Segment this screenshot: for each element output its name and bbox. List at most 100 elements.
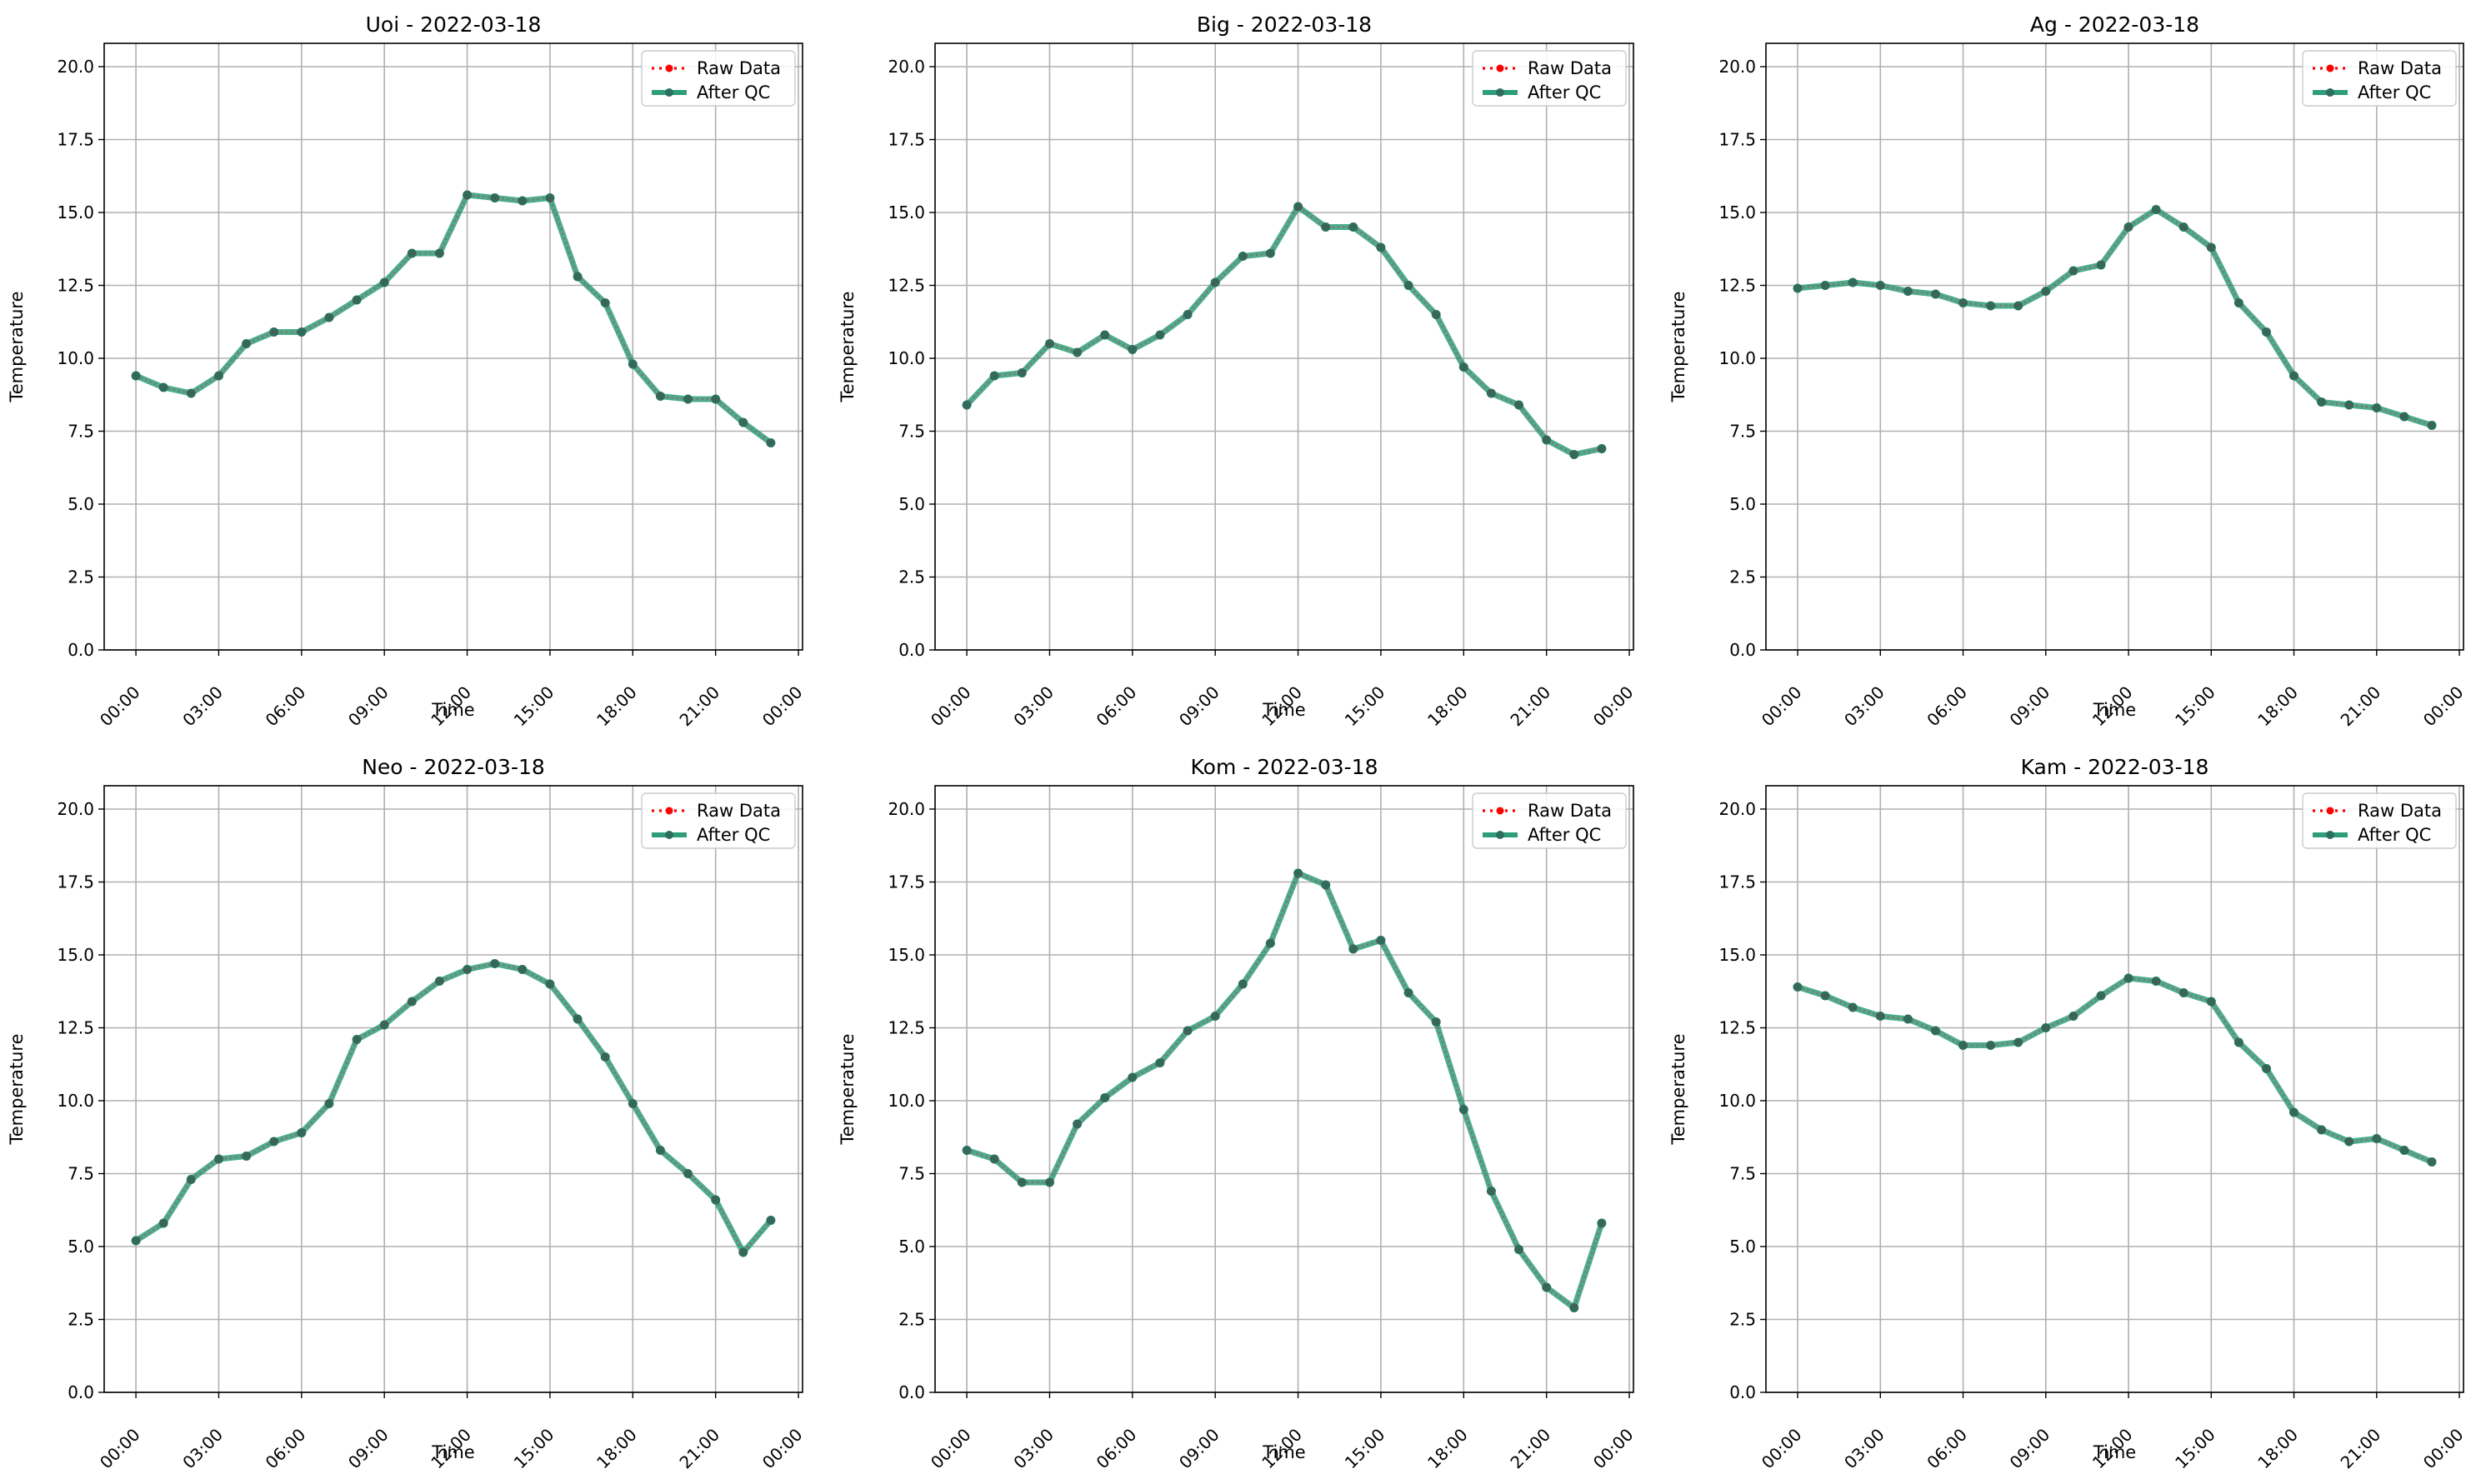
raw-data-point xyxy=(2209,245,2213,250)
x-tick-label: 18:00 xyxy=(2253,682,2302,731)
raw-data-point xyxy=(2043,1026,2048,1030)
raw-data-point xyxy=(1296,204,1300,209)
x-tick-label: 00:00 xyxy=(2419,1425,2468,1473)
y-tick-label: 17.5 xyxy=(57,130,94,150)
subplot-kom: 00:00 03:00 06:00 09:00 12:00 15:00 18:00 21:00… xyxy=(838,755,1638,1472)
after-qc-line xyxy=(134,961,773,1256)
raw-data-point xyxy=(1517,1247,1521,1252)
subplot-kam: 00:00 03:00 06:00 09:00 12:00 15:00 18:00 21:00… xyxy=(1668,755,2468,1472)
raw-data-point xyxy=(1599,1221,1604,1226)
raw-data-point xyxy=(383,1022,387,1027)
raw-data-point xyxy=(548,196,553,200)
raw-data-point xyxy=(2098,262,2103,267)
series-after-qc xyxy=(131,959,776,1257)
raw-data-point xyxy=(2153,207,2158,212)
axes-frame xyxy=(934,42,1634,651)
y-tick-label: 5.0 xyxy=(1729,494,1756,514)
y-axis-label: Temperature xyxy=(7,1033,27,1145)
raw-data-point xyxy=(2071,268,2076,273)
grid xyxy=(1766,786,2463,1393)
y-axis-label: Temperature xyxy=(1668,291,1688,402)
x-tick-label: 06:00 xyxy=(1093,1425,1141,1473)
raw-data-point xyxy=(1906,289,1910,293)
raw-data-point xyxy=(2264,330,2268,334)
raw-data-point xyxy=(2043,289,2048,293)
x-axis-label: Time xyxy=(2093,700,2136,720)
x-tick-label: 06:00 xyxy=(1923,682,1971,731)
y-tick-label: 20.0 xyxy=(57,57,94,77)
y-tick-label: 0.0 xyxy=(1729,1382,1756,1402)
raw-data-point xyxy=(465,967,469,972)
y-axis-label: Temperature xyxy=(838,291,858,402)
legend-after-qc-label: After QC xyxy=(1528,825,1601,845)
raw-data-point xyxy=(575,274,580,279)
x-tick-label: 00:00 xyxy=(927,682,975,731)
legend-after-qc-marker xyxy=(2326,88,2334,97)
legend-raw-label: Raw Data xyxy=(1528,58,1612,78)
raw-data-line xyxy=(135,962,772,1255)
y-tick-label: 10.0 xyxy=(57,1091,94,1111)
raw-data-point xyxy=(1378,245,1383,250)
y-tick-label: 10.0 xyxy=(57,348,94,368)
raw-data-point xyxy=(1988,1043,1993,1047)
chart-title: Uoi - 2022-03-18 xyxy=(366,12,542,37)
raw-data-point xyxy=(244,342,248,346)
y-axis-label: Temperature xyxy=(838,1033,858,1145)
raw-data-point xyxy=(1048,1180,1052,1185)
series-raw-data xyxy=(964,204,1604,457)
raw-data-point xyxy=(217,1157,221,1162)
raw-data-point xyxy=(2292,1110,2296,1115)
x-tick-label: 03:00 xyxy=(1840,1425,1888,1473)
raw-data-point xyxy=(1462,365,1466,369)
raw-data-point xyxy=(1130,1075,1135,1080)
chart-title: Kam - 2022-03-18 xyxy=(2021,755,2209,779)
raw-data-point xyxy=(964,1148,969,1152)
y-axis-label: Temperature xyxy=(1668,1033,1688,1145)
raw-data-point xyxy=(1878,1014,1883,1018)
chart-title: Neo - 2022-03-18 xyxy=(362,755,545,779)
series-after-qc xyxy=(1793,205,2437,430)
raw-data-point xyxy=(410,999,414,1004)
legend-after-qc-label: After QC xyxy=(697,825,770,845)
x-axis-label: Time xyxy=(2093,1442,2136,1462)
legend-raw-label: Raw Data xyxy=(1528,801,1612,821)
y-tick-label: 20.0 xyxy=(888,799,925,819)
y-tick-label: 5.0 xyxy=(1729,1237,1756,1257)
raw-data-point xyxy=(1268,941,1273,946)
legend-after-qc-marker xyxy=(665,831,673,839)
raw-data-point xyxy=(272,1139,276,1144)
x-tick-label: 00:00 xyxy=(2419,682,2468,731)
x-tick-label: 18:00 xyxy=(593,682,641,731)
raw-data-point xyxy=(1851,280,1855,285)
raw-data-point xyxy=(2126,976,2131,981)
raw-data-point xyxy=(1434,312,1438,317)
x-tick-label: 09:00 xyxy=(2006,682,2054,731)
raw-data-point xyxy=(768,1218,773,1222)
y-tick-label: 12.5 xyxy=(888,1018,925,1038)
x-tick-label: 03:00 xyxy=(1009,682,1058,731)
axes-frame xyxy=(103,42,803,651)
raw-data-line xyxy=(966,872,1603,1310)
legend-raw-marker xyxy=(665,64,673,72)
x-tick-label: 15:00 xyxy=(510,682,558,731)
y-tick-label: 15.0 xyxy=(888,202,925,222)
y-axis-label: Temperature xyxy=(7,291,27,402)
raw-data-point xyxy=(741,1250,745,1255)
raw-data-point xyxy=(1933,1028,1938,1033)
raw-data-point xyxy=(2402,1148,2407,1152)
x-tick-label: 15:00 xyxy=(2171,682,2219,731)
y-tick-label: 15.0 xyxy=(1718,945,1756,965)
y-tick-label: 12.5 xyxy=(57,276,94,296)
raw-data-point xyxy=(768,441,773,445)
x-tick-label: 21:00 xyxy=(1506,682,1554,731)
raw-data-point xyxy=(1406,283,1411,287)
raw-data-point xyxy=(1961,1043,1965,1047)
legend-raw-marker xyxy=(1496,807,1504,815)
subplot-uoi: 00:00 03:00 06:00 09:00 12:00 15:00 18:00 21:00… xyxy=(7,12,807,730)
raw-data-point xyxy=(658,1148,663,1152)
y-tick-label: 17.5 xyxy=(888,130,925,150)
y-tick-label: 0.0 xyxy=(898,1382,925,1402)
raw-data-point xyxy=(1185,312,1190,317)
y-tick-label: 2.5 xyxy=(898,567,925,587)
y-tick-label: 0.0 xyxy=(68,1382,94,1402)
